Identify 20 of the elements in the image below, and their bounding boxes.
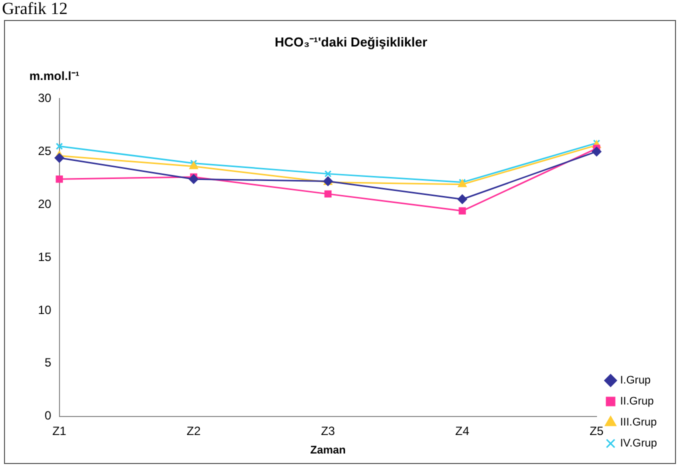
y-tick-label: 25 — [38, 144, 52, 158]
y-tick-label: 10 — [38, 302, 52, 317]
x-tick-label: Z5 — [590, 424, 604, 438]
x-tick-label: Z2 — [186, 424, 201, 438]
y-axis-title: m.mol.l⁻¹ — [29, 68, 80, 83]
y-tick-label: 15 — [38, 250, 52, 264]
y-tick-label: 20 — [38, 196, 52, 211]
legend-label: IV.Grup — [620, 438, 658, 450]
y-tick-label: 30 — [38, 90, 52, 105]
legend-label: III.Grup — [620, 416, 657, 429]
legend-label: I.Grup — [620, 374, 651, 387]
x-axis-title: Zaman — [310, 444, 346, 456]
legend-label: II.Grup — [620, 396, 654, 408]
x-tick-label: Z1 — [52, 424, 67, 438]
text: Grafik 12 — [1, 0, 69, 20]
y-tick-label: 0 — [44, 408, 52, 423]
chart-title: HCO₃⁻¹'daki Değişiklikler — [274, 34, 428, 50]
x-tick-label: Z4 — [455, 424, 470, 438]
x-tick-label: Z3 — [320, 424, 336, 438]
y-tick-label: 5 — [44, 356, 52, 370]
